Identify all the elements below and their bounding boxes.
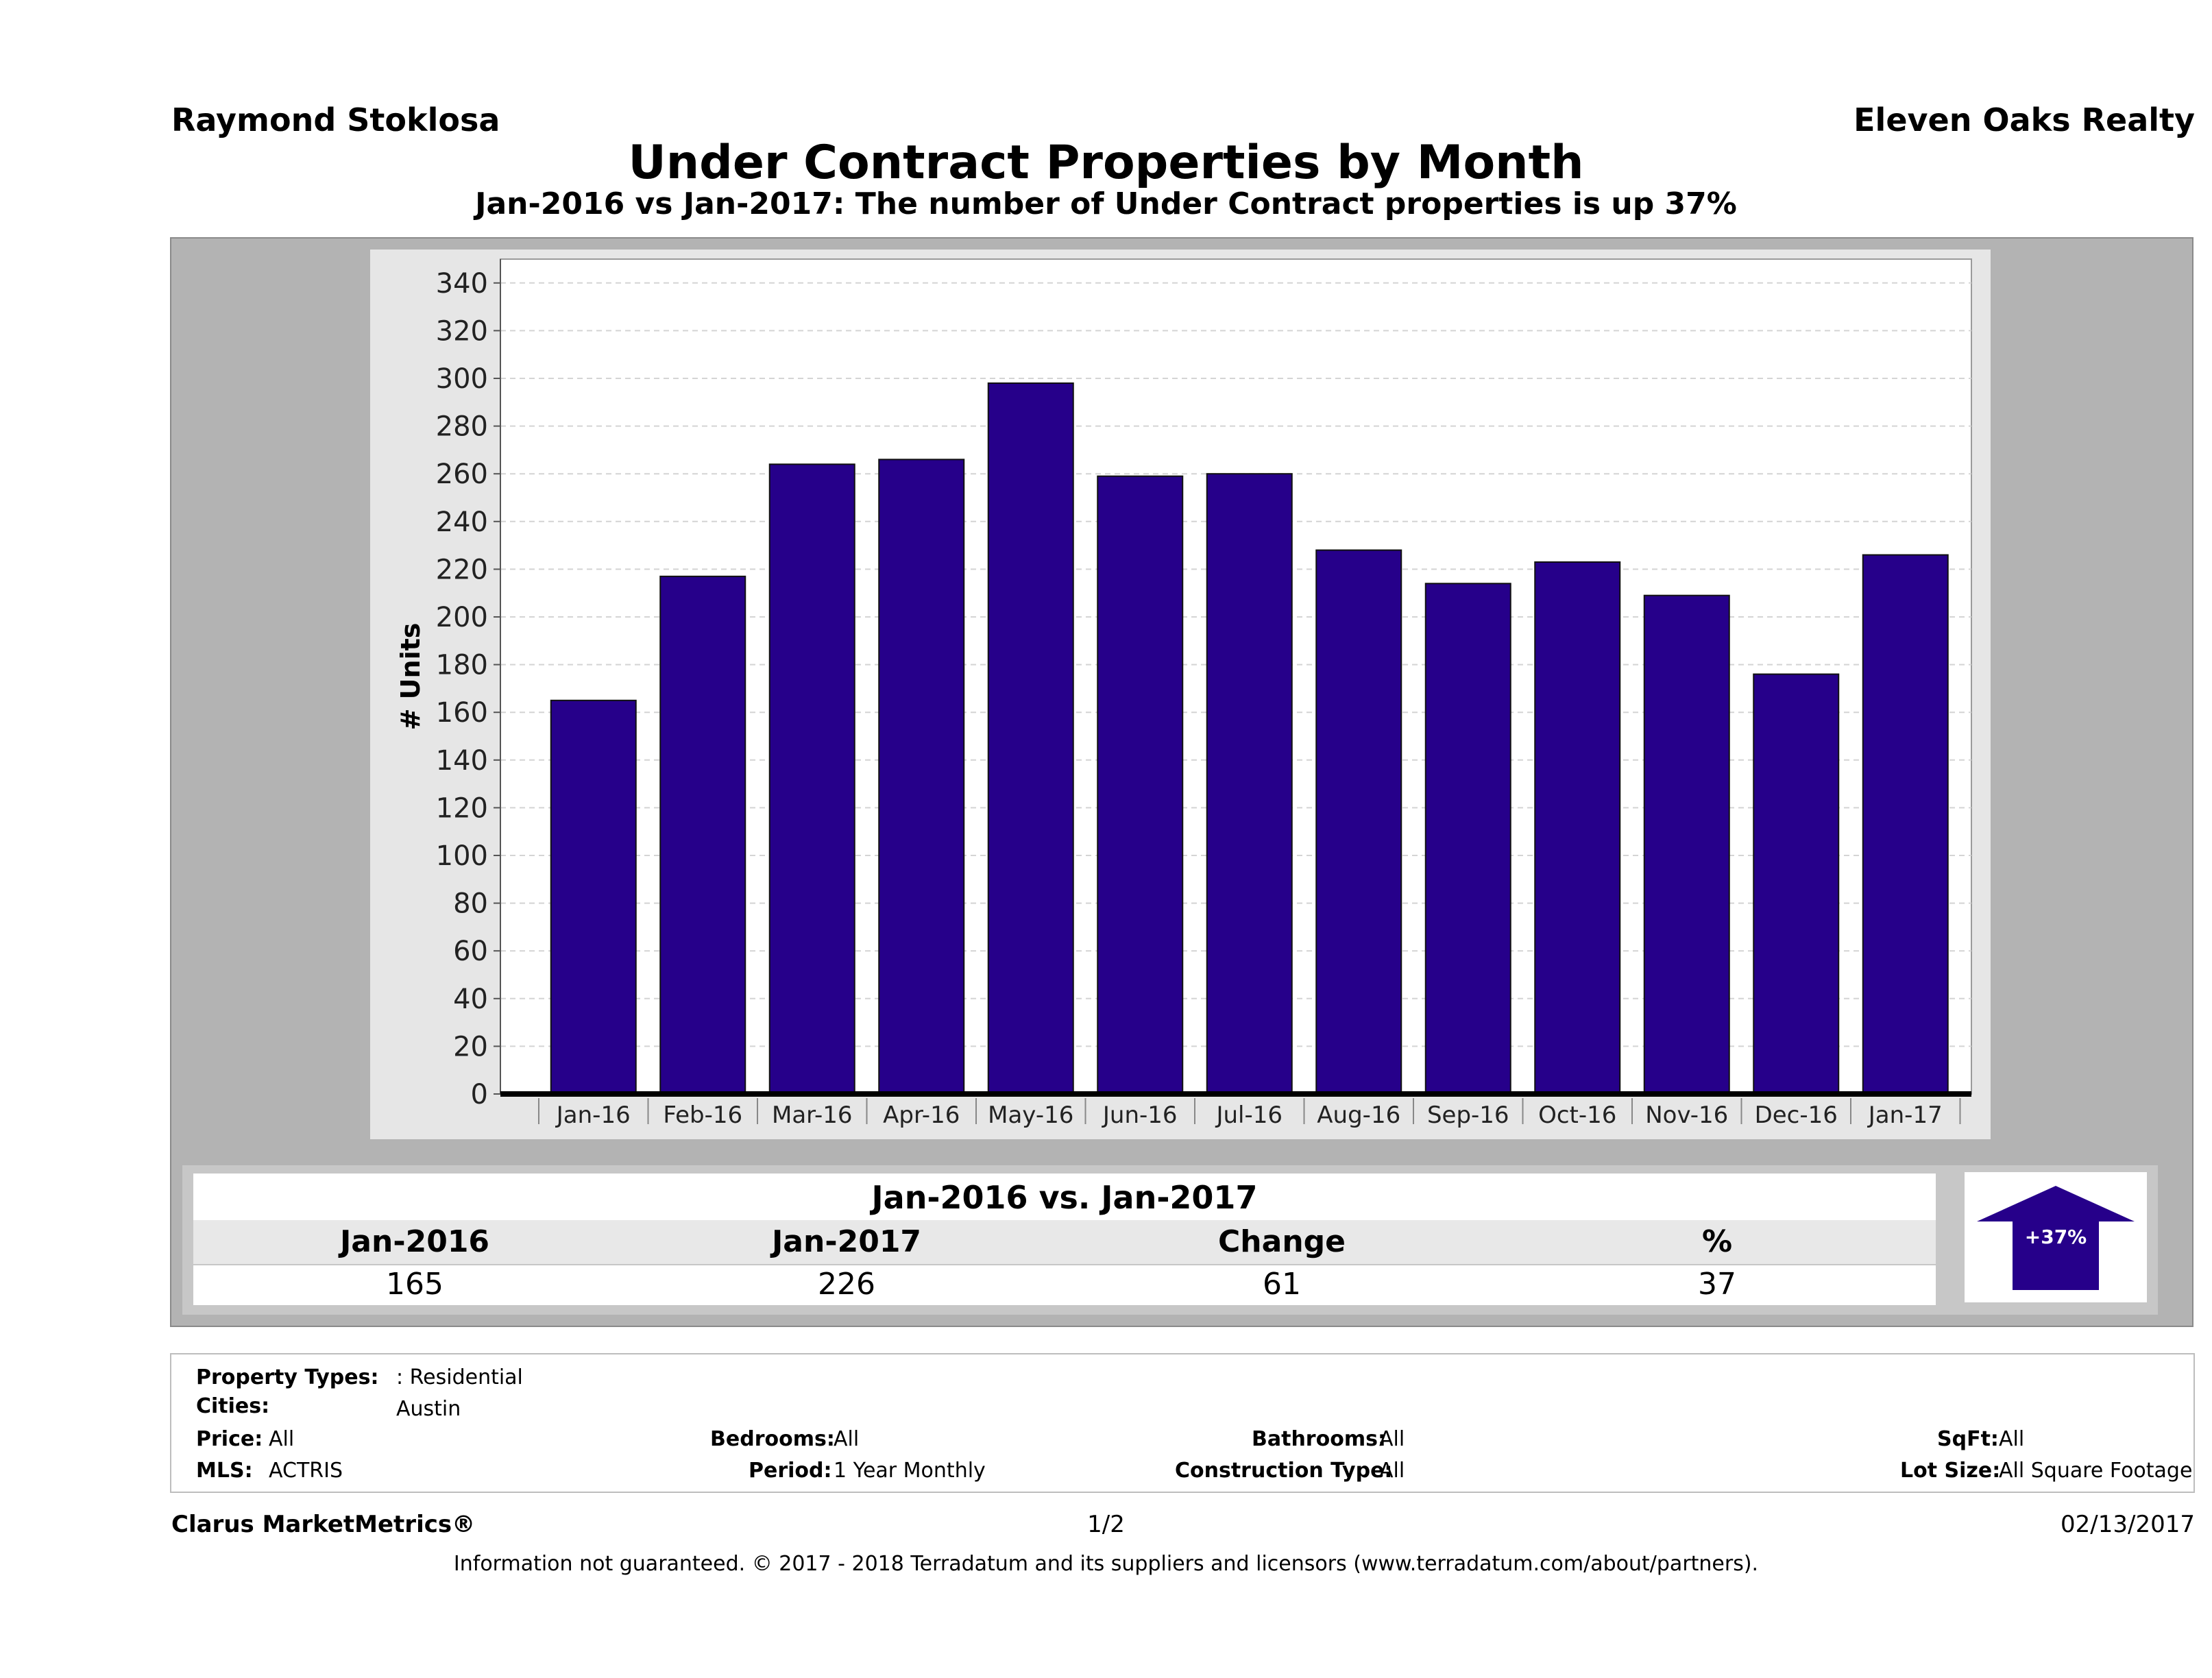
construction-type-label: Construction Type: [1175, 1459, 1393, 1483]
y-tick-label: 100 [436, 840, 488, 872]
y-tick-label: 180 [436, 650, 488, 681]
period-value: 1 Year Monthly [834, 1459, 986, 1483]
y-axis-label: # Units [396, 623, 426, 731]
mls-value: ACTRIS [269, 1459, 343, 1483]
price-label: Price: [196, 1427, 263, 1451]
x-tick-label: Aug-16 [1317, 1102, 1400, 1129]
agent-name: Raymond Stoklosa [171, 101, 500, 138]
lot-size-value: All Square Footage [1999, 1459, 2193, 1483]
summary-label-change: Change [1218, 1224, 1346, 1259]
summary-value-row [193, 1265, 1936, 1305]
x-tick-label: Jun-16 [1102, 1102, 1178, 1129]
price-value: All [269, 1427, 295, 1451]
y-tick-label: 120 [436, 792, 488, 824]
summary-label-percent: % [1701, 1224, 1733, 1259]
property-types-label: Property Types: [196, 1365, 379, 1389]
y-tick-label: 160 [436, 697, 488, 729]
bar-dec-16 [1753, 673, 1840, 1095]
y-tick-label: 240 [436, 507, 488, 538]
x-tick-label: Nov-16 [1645, 1102, 1728, 1129]
mls-label: MLS: [196, 1459, 253, 1483]
change-badge-box: +37% [1965, 1172, 2147, 1302]
summary-value-jan-2017: 226 [818, 1267, 875, 1302]
report-date: 02/13/2017 [2061, 1511, 2195, 1538]
x-tick-label: Feb-16 [663, 1102, 742, 1129]
bar-apr-16 [878, 459, 965, 1095]
x-tick-label: Oct-16 [1538, 1102, 1616, 1129]
x-tick-label: May-16 [988, 1102, 1073, 1129]
x-tick-label: Jan-17 [1867, 1102, 1943, 1129]
bathrooms-label: Bathrooms: [1252, 1427, 1386, 1451]
summary-value-change: 61 [1263, 1267, 1301, 1302]
summary-heading: Jan-2016 vs. Jan-2017 [193, 1174, 1936, 1220]
bar-oct-16 [1534, 561, 1621, 1095]
sqft-value: All [1999, 1427, 2025, 1451]
sqft-label: SqFt: [1937, 1427, 1999, 1451]
bar-mar-16 [768, 463, 855, 1095]
y-tick-label: 40 [453, 984, 488, 1015]
y-tick-label: 0 [471, 1079, 488, 1110]
cities-label: Cities: [196, 1394, 270, 1418]
y-tick-label: 320 [436, 315, 488, 347]
lot-size-label: Lot Size: [1900, 1459, 2001, 1483]
bar-jan-16 [550, 699, 637, 1095]
x-tick-label: Dec-16 [1755, 1102, 1838, 1129]
bar-may-16 [987, 382, 1074, 1095]
criteria-box [170, 1353, 2195, 1493]
disclaimer: Information not guaranteed. © 2017 - 201… [453, 1552, 1759, 1576]
chart-subtitle: Jan-2016 vs Jan-2017: The number of Unde… [475, 186, 1737, 221]
x-tick-label: Apr-16 [883, 1102, 960, 1129]
y-tick-label: 300 [436, 363, 488, 395]
y-tick-label: 220 [436, 554, 488, 585]
y-tick-label: 200 [436, 602, 488, 633]
y-tick-label: 80 [453, 888, 488, 920]
bedrooms-label: Bedrooms: [710, 1427, 835, 1451]
summary-label-jan-2016: Jan-2016 [339, 1224, 490, 1259]
y-tick-label: 340 [436, 268, 488, 300]
summary-label-row [193, 1220, 1936, 1264]
summary-label-jan-2017: Jan-2017 [771, 1224, 922, 1259]
y-tick-label: 20 [453, 1031, 488, 1062]
chart-title: Under Contract Properties by Month [628, 136, 1584, 190]
y-tick-label: 280 [436, 411, 488, 443]
bar-nov-16 [1643, 594, 1730, 1095]
period-label: Period: [749, 1459, 832, 1483]
y-tick-label: 140 [436, 745, 488, 777]
construction-type-value: All [1379, 1459, 1405, 1483]
bar-jun-16 [1097, 475, 1184, 1095]
bar-jan-17 [1862, 554, 1949, 1095]
x-tick-label: Jul-16 [1215, 1102, 1283, 1129]
y-tick-label: 260 [436, 459, 488, 490]
summary-value-percent: 37 [1698, 1267, 1736, 1302]
x-tick-label: Mar-16 [772, 1102, 853, 1129]
property-types-value: : Residential [396, 1365, 523, 1389]
summary-value-jan-2016: 165 [386, 1267, 443, 1302]
up-arrow-shape [1977, 1186, 2135, 1290]
x-tick-label: Sep-16 [1427, 1102, 1509, 1129]
bar-jul-16 [1206, 473, 1293, 1095]
bar-feb-16 [659, 575, 746, 1095]
page-number: 1/2 [1087, 1511, 1125, 1538]
change-badge-text: +37% [2025, 1226, 2087, 1248]
bar-chart: 0 20 40 60 80 100 120 140 160 180 200 220 240 260 280 3… [396, 258, 1972, 1129]
bedrooms-value: All [834, 1427, 860, 1451]
product-name: Clarus MarketMetrics® [171, 1511, 476, 1538]
up-arrow-icon: +37% [1977, 1186, 2135, 1290]
bar-sep-16 [1424, 583, 1511, 1095]
y-tick-label: 60 [453, 936, 488, 967]
cities-value: Austin [396, 1397, 461, 1421]
bathrooms-value: All [1379, 1427, 1405, 1451]
brokerage-name: Eleven Oaks Realty [1854, 101, 2195, 138]
bar-aug-16 [1315, 549, 1402, 1095]
x-tick-label: Jan-16 [555, 1102, 631, 1129]
